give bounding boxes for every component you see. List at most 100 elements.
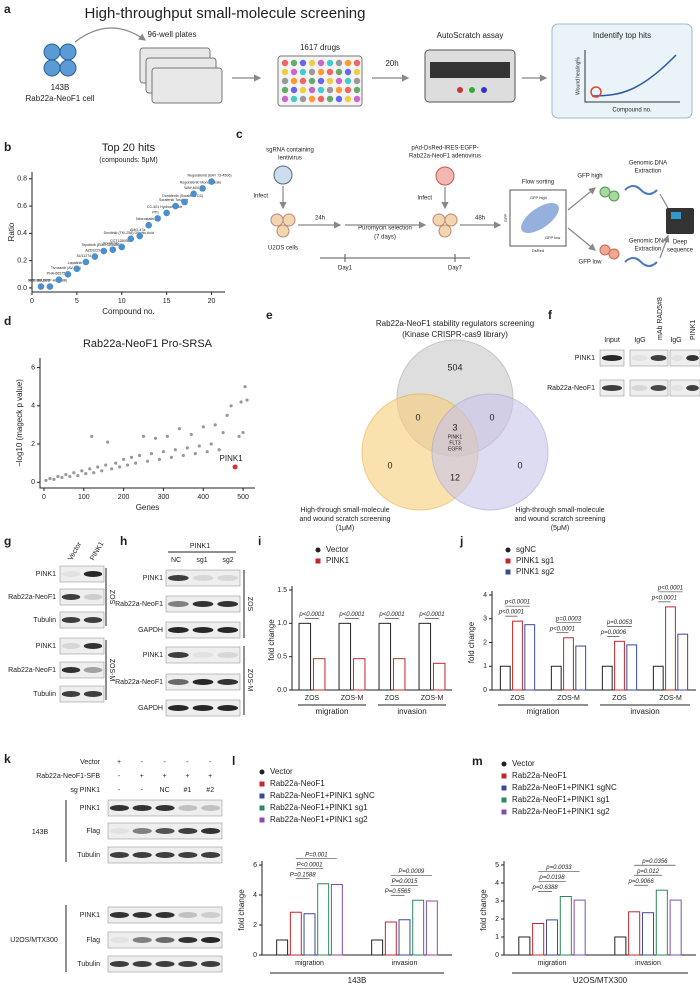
- blot-bg: [629, 349, 669, 367]
- point: [137, 453, 142, 458]
- flow-cloud: [521, 202, 559, 234]
- point: [84, 472, 88, 476]
- legend-label: Rab22a-NeoF1: [512, 771, 567, 780]
- well: [308, 77, 316, 85]
- label: Genomic DNA: [629, 161, 667, 167]
- title: Rab22a-NeoF1 stability regulators screen…: [376, 319, 534, 328]
- x-tick-label: ZOS: [510, 695, 525, 702]
- legend-label: PINK1: [326, 556, 350, 565]
- condition-mark: +: [117, 759, 121, 766]
- well: [299, 77, 307, 85]
- band: [178, 961, 198, 967]
- bar: [384, 921, 397, 956]
- p-value: p=0.012: [636, 869, 660, 875]
- legend-marker: [501, 773, 507, 779]
- x-axis-label: U2OS/MTX300: [573, 976, 628, 985]
- band: [601, 385, 623, 391]
- lane-label: IgG: [634, 337, 645, 344]
- gene: FLT3: [449, 440, 461, 446]
- lane-label: mAb RAD5#8: [657, 297, 664, 340]
- legend-marker: [259, 769, 265, 775]
- count: 0: [415, 412, 420, 422]
- point: [181, 198, 188, 206]
- x-axis-label: 143B: [348, 976, 367, 985]
- p-value: P=0.1588: [290, 872, 317, 878]
- point-label: Tepotinib (EMD 1214063): [81, 243, 122, 247]
- condition-mark: +: [140, 773, 144, 780]
- y-tick-label: 0.0: [277, 687, 287, 694]
- point: [245, 398, 249, 402]
- well: [335, 68, 343, 76]
- well: [335, 77, 343, 85]
- row-label: GAPDH: [138, 627, 163, 634]
- point: [127, 235, 135, 243]
- panel-a: High-throughput small-molecule screening…: [26, 5, 693, 119]
- label: Indentify top hits: [593, 31, 651, 40]
- band: [217, 575, 239, 581]
- point: [73, 265, 81, 273]
- row-label: Flag: [86, 828, 100, 835]
- point-label: AMG-47a: [130, 228, 145, 232]
- bar: [312, 658, 326, 691]
- bar: [378, 622, 392, 691]
- well: [317, 95, 325, 103]
- p-value: p=0.6388: [531, 885, 558, 891]
- band: [178, 828, 198, 834]
- legend-label: Vector: [512, 759, 535, 768]
- panel-f: Input IgG mAb RAD5#8 IgG PINK1 PINK1 Rab…: [547, 297, 697, 392]
- point: [209, 442, 213, 446]
- x-tick-label: 400: [197, 494, 209, 501]
- band: [61, 667, 81, 673]
- x-tick-label: 200: [118, 494, 130, 501]
- point: [125, 463, 130, 467]
- p-value: P=0.0015: [392, 879, 419, 885]
- band: [109, 828, 129, 834]
- band: [192, 679, 214, 685]
- virus: [435, 166, 455, 186]
- point: [165, 434, 170, 438]
- y-tick-label: 0: [495, 952, 499, 959]
- band: [109, 805, 129, 811]
- y-tick-label: 0.2: [17, 257, 27, 264]
- point: [60, 475, 64, 480]
- well: [299, 59, 307, 67]
- gene: PINK1: [448, 434, 463, 440]
- p-value: p<0.0001: [657, 585, 683, 591]
- label: Genomic DNA: [629, 239, 667, 245]
- axis-label: Wound healing%: [575, 57, 581, 95]
- point: [55, 276, 63, 284]
- label: GFP high: [577, 174, 602, 180]
- row-label: PINK1: [36, 571, 56, 578]
- arrow: [567, 227, 596, 251]
- point: [213, 423, 217, 427]
- legend-label: Rab22a-NeoF1: [270, 779, 325, 788]
- instrument: [424, 49, 516, 103]
- p-value: p=0.0033: [545, 865, 572, 871]
- group-label: invasion: [630, 707, 659, 716]
- panel-letter: f: [548, 308, 553, 322]
- y-tick-label: 4: [31, 403, 35, 410]
- well: [308, 68, 316, 76]
- p-value: p=0.0198: [538, 875, 565, 881]
- p-value: p=0.0003: [555, 616, 582, 622]
- count: 0: [387, 460, 392, 470]
- band: [83, 643, 103, 649]
- well: [281, 86, 289, 94]
- x-tick-label: 100: [78, 494, 90, 501]
- bar: [398, 919, 411, 956]
- set: [431, 393, 549, 511]
- point-label: Sorafenib: [103, 242, 118, 246]
- y-tick-label: 6: [31, 364, 35, 371]
- point: [56, 474, 60, 479]
- lane-label: sg1: [196, 557, 207, 564]
- band: [192, 705, 214, 711]
- x-tick-label: 5: [75, 298, 79, 305]
- y-tick-label: 0.0: [17, 285, 27, 292]
- point: [118, 465, 122, 469]
- band: [167, 705, 189, 711]
- point: [100, 469, 104, 473]
- drug-wells: [281, 59, 361, 103]
- bar: [669, 899, 682, 956]
- lane-label: IgG: [670, 337, 681, 344]
